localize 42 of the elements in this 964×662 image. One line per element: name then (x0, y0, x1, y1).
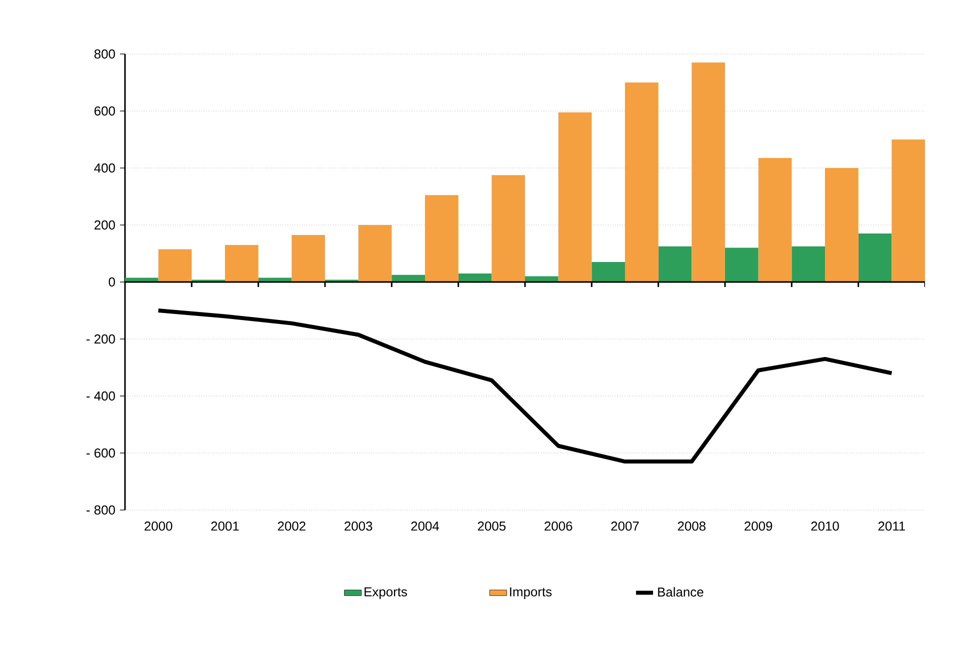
x-tick-label: 2004 (411, 522, 440, 531)
line-series (156, 308, 894, 464)
bar (692, 62, 726, 282)
bar (858, 234, 892, 282)
bar (425, 195, 458, 282)
bar (625, 82, 658, 282)
bar (758, 158, 792, 282)
bar (725, 248, 758, 282)
x-tick-label: 2005 (478, 522, 506, 531)
x-tick-label: 2001 (211, 522, 239, 531)
y-tick-label: 800 (94, 49, 115, 59)
bar (225, 244, 258, 282)
legend-label: Imports (510, 587, 552, 599)
x-tick-label: 2010 (811, 522, 839, 531)
y-tick-label: - 600 (86, 448, 115, 458)
legend-label: Balance (658, 587, 704, 597)
y-tick-label: 200 (94, 220, 115, 230)
bar (792, 246, 826, 282)
y-tick-label: 600 (94, 106, 115, 116)
bar (592, 262, 626, 282)
bar (292, 234, 326, 282)
x-tick-label: 2011 (878, 522, 905, 531)
x-tick-label: 2007 (611, 522, 639, 531)
x-tick-label: 2006 (544, 522, 572, 531)
x-tick-label: 2000 (144, 522, 172, 531)
y-tick-label: - 400 (86, 391, 115, 401)
legend-label: Exports (364, 587, 408, 599)
y-tick-label: 400 (94, 163, 115, 173)
bar (825, 168, 858, 282)
x-tick-label: 2002 (278, 522, 306, 531)
bar (892, 139, 926, 282)
y-tick-label: - 800 (86, 505, 115, 515)
bar (558, 112, 592, 282)
y-tick-label: 0 (108, 277, 115, 287)
bar (358, 224, 392, 282)
bar (158, 249, 192, 282)
bar (492, 175, 526, 282)
x-tick-label: 2009 (744, 522, 772, 531)
x-tick-label: 2003 (344, 522, 372, 531)
y-tick-label: - 200 (86, 334, 115, 344)
x-tick-label: 2008 (678, 522, 706, 531)
bar (658, 246, 692, 282)
